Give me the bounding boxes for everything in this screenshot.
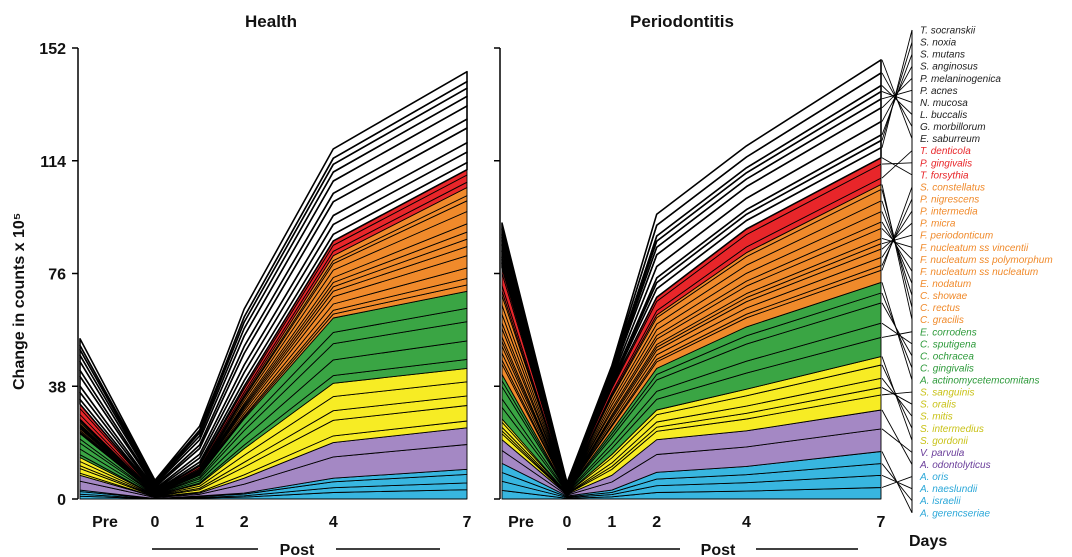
legend-label: S. anginosus: [920, 62, 978, 73]
legend-label: S. sanguinis: [920, 388, 974, 399]
x-tick-label: 1: [195, 514, 204, 531]
stacked-band-e-saburreum: [79, 70, 468, 483]
legend-label: S. constellatus: [920, 182, 985, 193]
legend-connector: [881, 65, 913, 122]
x-tick-label: 0: [151, 514, 160, 531]
legend-connector: [881, 451, 913, 513]
legend-connector: [881, 186, 913, 271]
legend-connector: [881, 282, 913, 381]
days-axis-label: Days: [909, 533, 947, 550]
y-axis-title: Change in counts x 10⁵: [11, 213, 28, 390]
post-group-label: Post: [280, 542, 315, 557]
x-tick-label: 7: [463, 514, 472, 531]
legend-label: F. nucleatum ss nucleatum: [920, 267, 1038, 278]
legend-label: V. parvula: [920, 448, 965, 459]
legend-label: C. sputigena: [920, 339, 977, 350]
legend-connector: [881, 91, 913, 103]
legend-label: S. gordonii: [920, 436, 969, 447]
legend-label: A. odontolyticus: [919, 460, 991, 471]
y-tick-label: 0: [57, 492, 66, 509]
legend-connector: [881, 331, 913, 338]
legend-label: E. nodatum: [920, 279, 971, 290]
legend-label: N. mucosa: [920, 98, 968, 109]
panel-periodontitis: Periodontitis Pre 0 1 2 4 7 Post: [494, 12, 886, 557]
legend-label: P. acnes: [920, 86, 958, 97]
legend-connector: [881, 184, 913, 320]
legend-label: F. nucleatum ss polymorphum: [920, 255, 1053, 266]
y-tick-label: 38: [48, 379, 66, 396]
legend-label: S. mitis: [920, 412, 953, 423]
legend-label: A. actinomycetemcomitans: [919, 376, 1040, 387]
legend-label: G. morbillorum: [920, 122, 986, 133]
legend-label: C. rectus: [920, 303, 960, 314]
x-tick-label: 2: [652, 514, 661, 531]
panel-title: Health: [245, 12, 297, 31]
legend-label: P. nigrescens: [920, 194, 979, 205]
legend-connector: [881, 322, 913, 345]
legend-connector: [881, 59, 913, 139]
legend-label: C. showae: [920, 291, 968, 302]
legend-label: P. melaninogenica: [920, 74, 1001, 85]
y-tick-label: 152: [39, 41, 66, 58]
legend-connector: [881, 222, 913, 250]
legend-connector: [881, 29, 913, 148]
legend-label: T. socranskii: [920, 26, 976, 37]
y-tick-label: 114: [40, 154, 66, 171]
legend-connector: [881, 234, 913, 245]
panel-title: Periodontitis: [630, 12, 734, 31]
legend-label: A. naeslundii: [919, 484, 978, 495]
legend-connector: [881, 157, 913, 176]
x-tick-label: 1: [607, 514, 616, 531]
legend-label: S. oralis: [920, 400, 956, 411]
x-tick-label: Pre: [508, 514, 534, 531]
legend-connector: [881, 228, 913, 260]
legend-connector: [881, 409, 913, 465]
panel-health: Health Pre 0 1 2 4 7 Post: [72, 12, 472, 557]
legend-label: P. intermedia: [920, 207, 978, 218]
legend-label: F. periodonticum: [920, 231, 993, 242]
legend-label: A. israelii: [919, 496, 961, 507]
legend-connector: [881, 364, 913, 429]
legend-label: P. micra: [920, 219, 956, 230]
legend-connector: [881, 89, 913, 100]
legend-connector: [881, 162, 913, 165]
legend-connector: [881, 189, 913, 308]
x-tick-label: 4: [742, 514, 751, 531]
legend-label: L. buccalis: [920, 110, 967, 121]
legend-label: C. gracilis: [920, 315, 964, 326]
legend-connector: [881, 210, 913, 258]
x-tick-label: Pre: [92, 514, 118, 531]
legend-connector: [881, 238, 913, 248]
x-tick-label: 2: [240, 514, 249, 531]
legend-label: S. mutans: [920, 50, 965, 61]
legend-label: C. gingivalis: [920, 363, 974, 374]
legend-connector: [881, 391, 913, 396]
y-axis-tick-labels: 0 38 76 114 152: [39, 41, 66, 509]
legend-label: S. noxia: [920, 38, 957, 49]
legend-connector: [881, 428, 913, 453]
legend-connector: [881, 356, 913, 441]
legend-label: T. denticola: [920, 146, 971, 157]
legend-label: F. nucleatum ss vincentii: [920, 243, 1029, 254]
y-tick-label: 76: [48, 267, 66, 284]
legend-label: T. forsythia: [920, 170, 969, 181]
legend-label: S. intermedius: [920, 424, 984, 435]
legend-label: C. ochracea: [920, 351, 974, 362]
legend-connector: [881, 77, 913, 109]
legend-connector: [881, 41, 913, 141]
post-group-label: Post: [701, 542, 736, 557]
legend-label: A. gerencseriae: [919, 508, 990, 519]
legend-connector: [881, 150, 913, 179]
legend-label: E. corrodens: [920, 327, 977, 338]
x-tick-label: 0: [563, 514, 572, 531]
legend-connector: [881, 198, 913, 266]
x-tick-label: 7: [877, 514, 886, 531]
legend-label: E. saburreum: [920, 134, 980, 145]
x-tick-label: 4: [329, 514, 338, 531]
stacked-band-e-saburreum: [501, 59, 882, 485]
legend-label: P. gingivalis: [920, 158, 972, 169]
legend-label: A. oris: [919, 472, 948, 483]
